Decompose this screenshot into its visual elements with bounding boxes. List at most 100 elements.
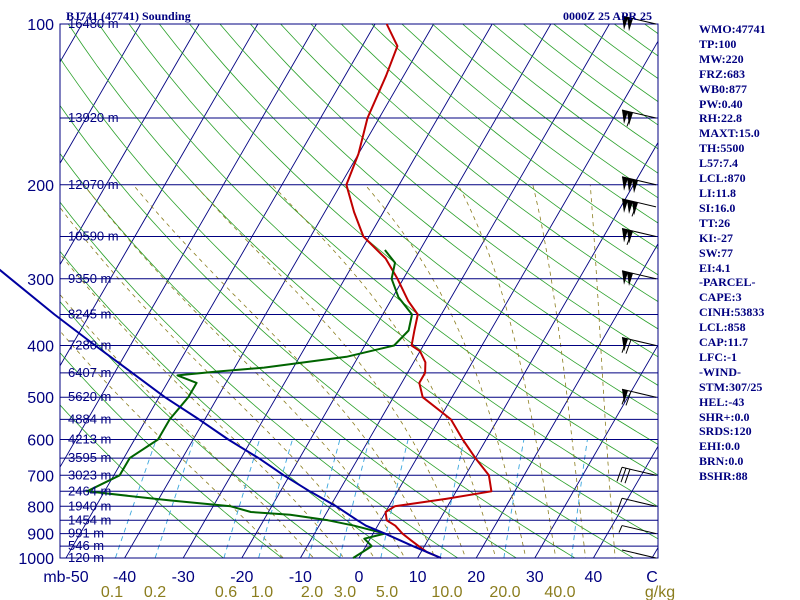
index-item: FRZ:683 [699, 66, 745, 81]
wind-barb-flag [622, 110, 628, 125]
wind-barb-feather [625, 391, 632, 406]
height-label: 13920 m [68, 110, 119, 125]
index-item: RH:22.8 [699, 111, 742, 126]
isotherm [182, 24, 493, 558]
index-item: TP:100 [699, 36, 737, 51]
dry-adiabat [60, 250, 400, 558]
index-item: L57:7.4 [699, 156, 738, 171]
wind-barb [621, 109, 657, 127]
wind-barb-staff [621, 549, 657, 559]
height-label: 2464 m [68, 483, 111, 498]
height-label: 1454 m [68, 512, 111, 527]
temperature-tick-label: 0 [355, 569, 364, 586]
index-item: WB0:877 [699, 81, 747, 96]
dry-adiabat [98, 24, 658, 508]
wind-barb-flag [627, 271, 633, 286]
wind-barb-feather [621, 390, 628, 405]
isotherm [60, 24, 259, 367]
pressure-tick-label: 500 [27, 390, 54, 407]
mixing-ratio-tick-label: 0.6 [215, 584, 237, 600]
mixing-ratio-tick-label: 10.0 [431, 584, 462, 600]
pressure-tick-label: 300 [27, 272, 54, 289]
dry-adiabat [250, 24, 658, 358]
index-item: BSHR:88 [699, 469, 748, 484]
isotherm [358, 40, 658, 558]
moist-adiabat [364, 184, 527, 558]
index-item: LCL:870 [699, 171, 746, 186]
plot-frame [59, 23, 659, 559]
wind-barb-feather [631, 202, 638, 217]
mixing-ratio-line [571, 439, 588, 558]
index-item: -PARCEL- [699, 275, 756, 290]
temperature-line [345, 23, 493, 559]
temperature-tick-label: -10 [289, 569, 312, 586]
mixing-ratio-tick-label: 3.0 [334, 584, 356, 600]
pressure-tick-label: 1000 [18, 551, 54, 568]
wind-barb-feather [624, 468, 631, 484]
isotherm [534, 344, 658, 558]
index-item: EHI:0.0 [699, 439, 741, 454]
dry-adiabat [128, 24, 658, 476]
wind-barb [621, 198, 657, 217]
mixing-ratio-tick-label: 0.2 [144, 584, 166, 600]
height-label: 1940 m [68, 498, 111, 513]
temperature-tick-label: -40 [113, 569, 136, 586]
isotherm [593, 445, 658, 558]
temperature-tick-label: 10 [409, 569, 427, 586]
reference-lines [60, 24, 658, 558]
isotherm [60, 24, 200, 266]
dry-adiabat [341, 24, 658, 276]
height-label: 120 m [68, 550, 104, 565]
height-label: 3023 m [68, 467, 111, 482]
wind-barb [618, 525, 657, 535]
wind-barbs [616, 15, 657, 559]
pressure-tick-label: 400 [27, 339, 54, 356]
wind-barb [616, 497, 657, 513]
index-item: CAPE:3 [699, 290, 742, 305]
temperature-tick-label: -20 [230, 569, 253, 586]
wind-barb-staff [621, 525, 657, 535]
wind-barb-flag [627, 200, 633, 215]
dry-adiabat [189, 24, 658, 416]
index-item: CINH:53833 [699, 305, 765, 320]
isotherm [417, 141, 658, 558]
moist-adiabat [60, 294, 315, 558]
dry-adiabat [280, 24, 658, 330]
wind-barb-flag [632, 179, 638, 194]
isotherm [60, 24, 317, 468]
height-label: 6407 m [68, 365, 111, 380]
dry-adiabat [60, 404, 224, 558]
index-item: BRN:0.0 [699, 454, 744, 469]
index-item: LCL:858 [699, 320, 746, 335]
wind-barb-feather [616, 498, 623, 513]
dry-adiabat [60, 352, 283, 558]
moist-adiabat [532, 184, 586, 558]
isotherm [475, 242, 658, 558]
dry-adiabat [60, 300, 342, 558]
height-label: 10590 m [68, 228, 119, 243]
isotherm [124, 24, 434, 558]
wind-barb-staff [621, 466, 657, 476]
mixing-ratio-tick-label: 0.1 [101, 584, 123, 600]
index-item: STM:307/25 [699, 379, 763, 394]
index-item: -WIND- [699, 364, 741, 379]
dry-adiabat [219, 24, 658, 386]
dry-adiabat [60, 57, 635, 558]
moist-adiabat [194, 184, 467, 558]
index-item: WMO:47741 [699, 22, 766, 36]
temperature-tick-label: mb-50 [43, 569, 88, 586]
wind-barb-feather [621, 338, 628, 353]
index-item: MAXT:15.0 [699, 126, 760, 141]
mixing-ratio-tick-labels: 0.1 0.2 0.6 1.0 2.0 3.0 5.0 10.0 20.0 40.0 g/kg [101, 584, 675, 600]
wind-barb-flag [622, 198, 628, 213]
wind-barb [616, 466, 657, 484]
mixing-ratio-tick-label: 40.0 [544, 584, 575, 600]
moist-adiabat [60, 206, 375, 558]
height-label: 7280 m [68, 338, 111, 353]
pressure-tick-label: 900 [27, 527, 54, 544]
temperature-tick-label: C [646, 569, 658, 586]
index-item: SW:77 [699, 245, 734, 260]
wind-barb-half-feather [618, 525, 623, 533]
pressure-tick-label: 800 [27, 499, 54, 516]
